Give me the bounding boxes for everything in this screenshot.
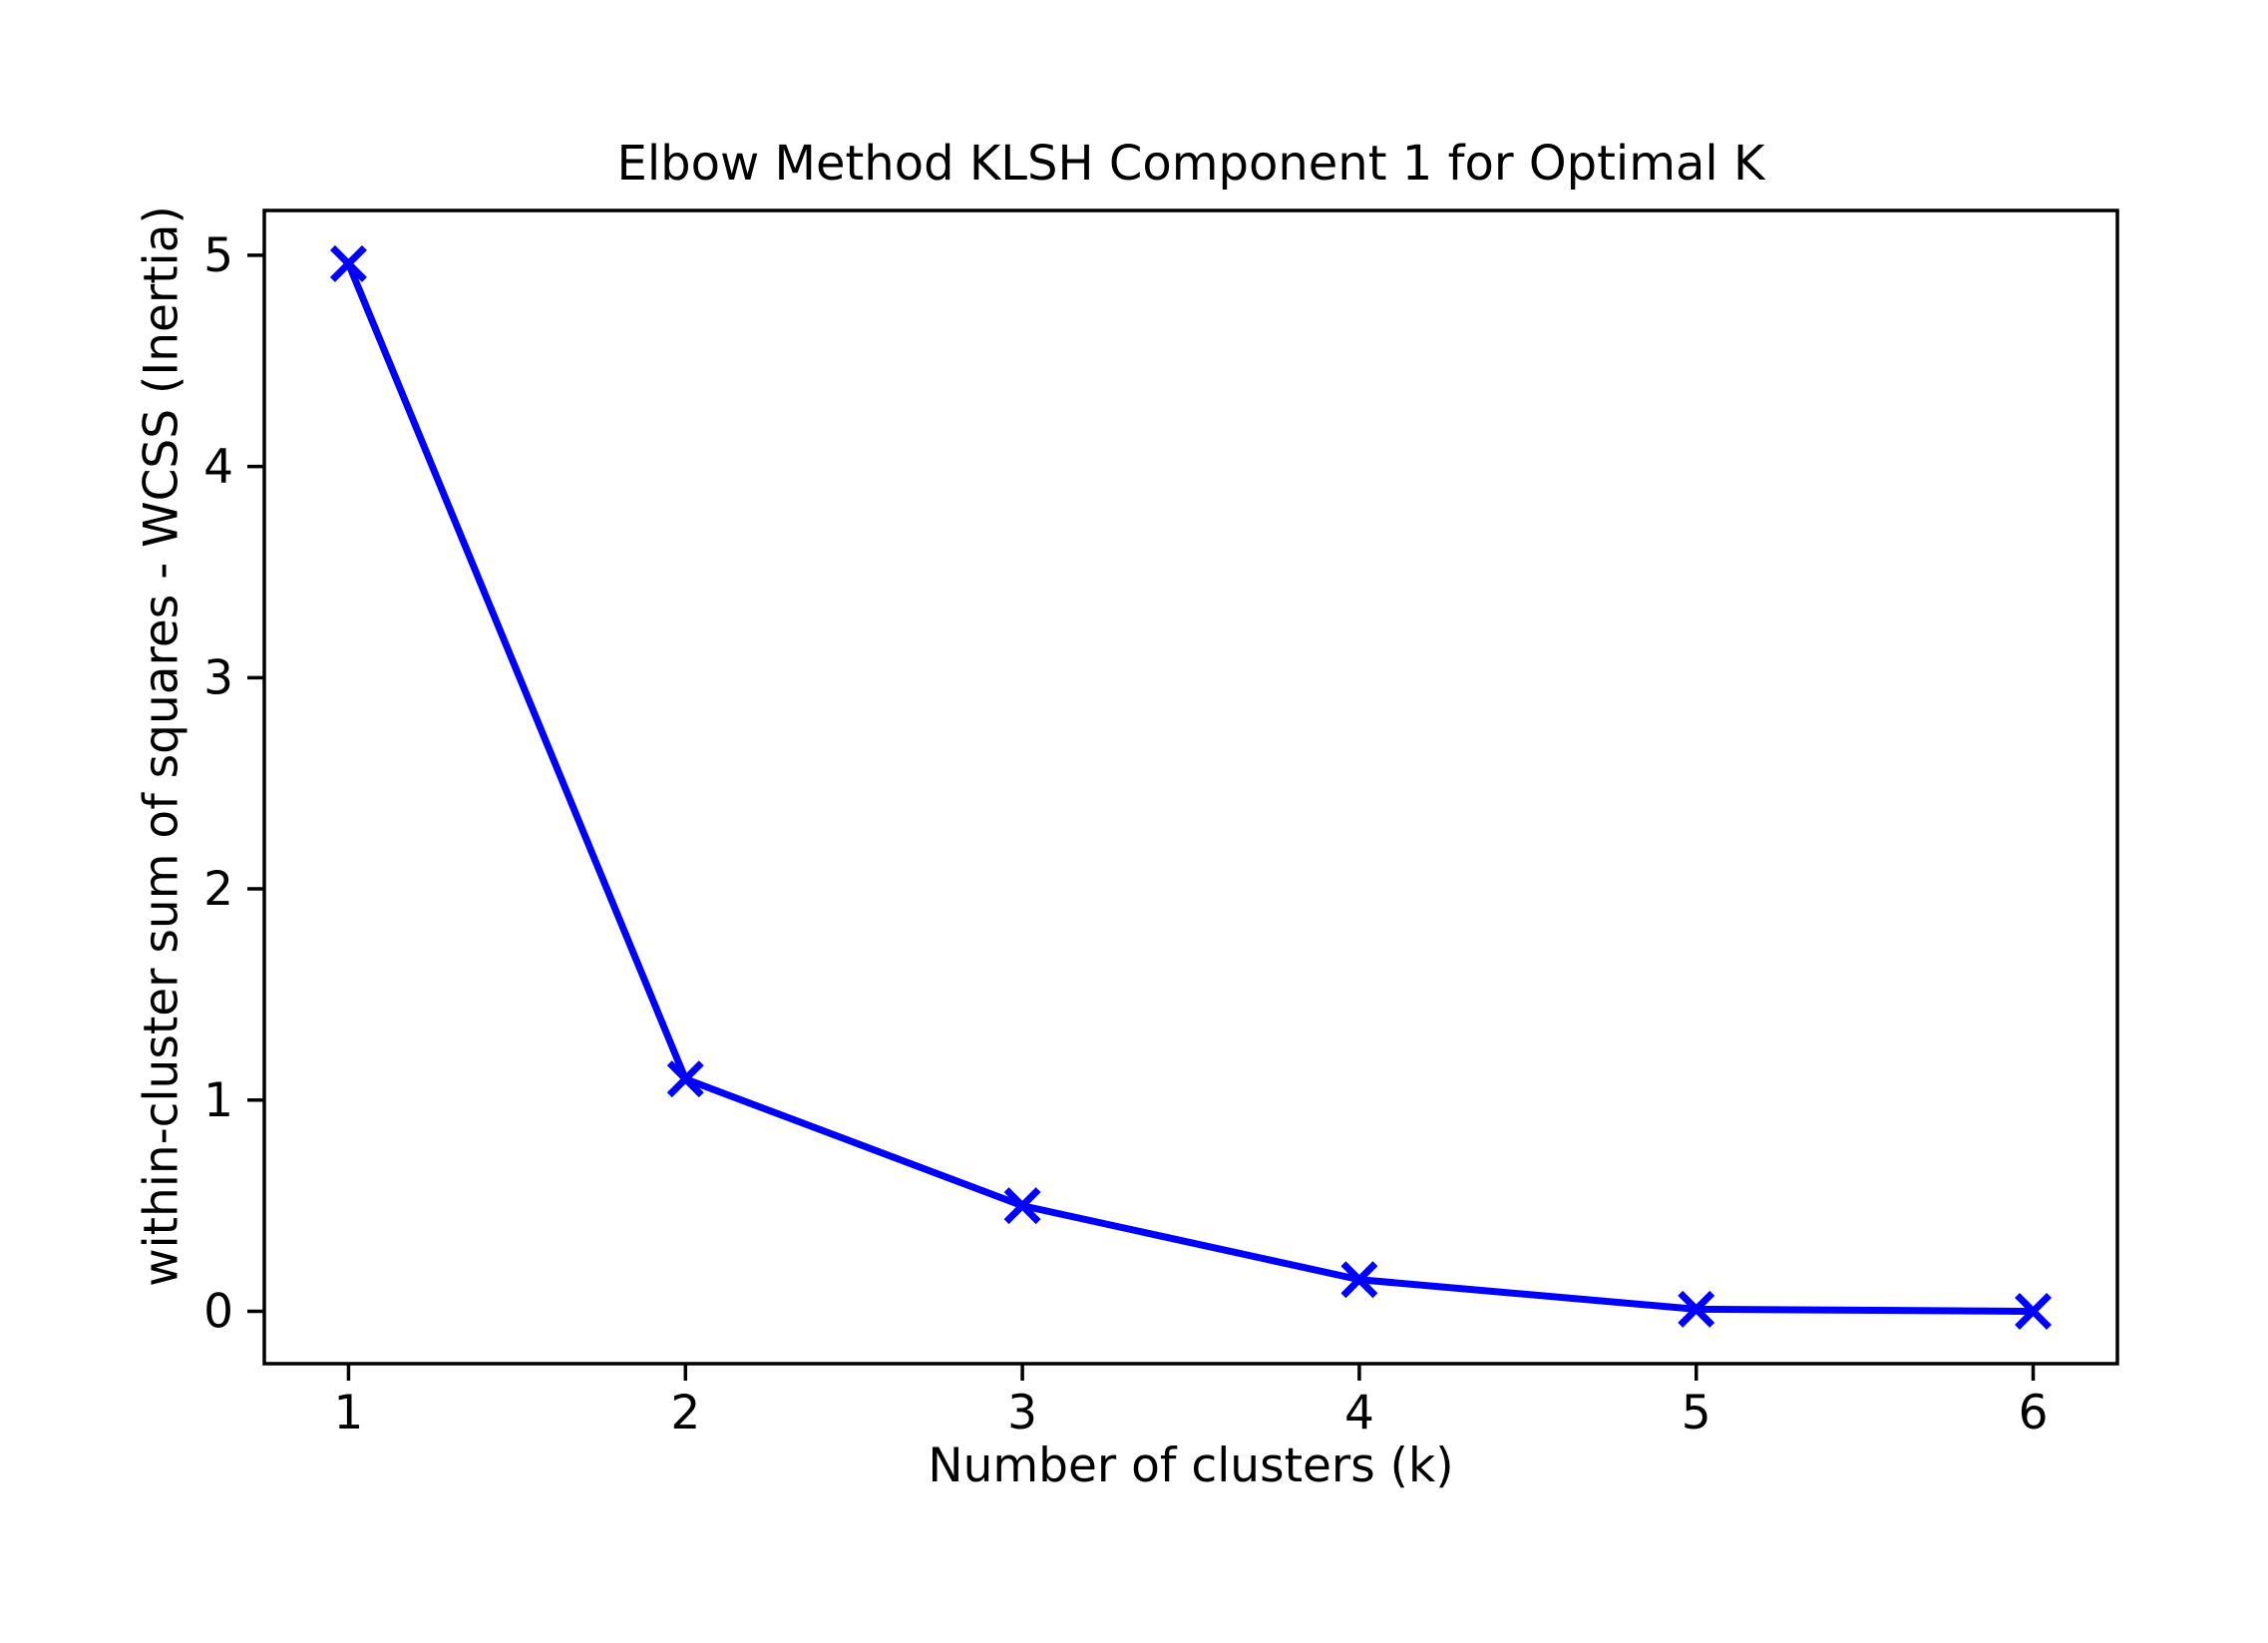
- y-tick-label: 2: [203, 862, 233, 917]
- y-tick-label: 0: [203, 1284, 233, 1339]
- y-tick-label: 1: [203, 1073, 233, 1128]
- y-tick-label: 4: [203, 440, 233, 495]
- y-axis-label: within-cluster sum of squares - WCSS (In…: [134, 205, 189, 1287]
- y-tick-label: 5: [203, 228, 233, 283]
- series-line: [344, 259, 2038, 1315]
- data-point-marker: [1678, 1290, 1715, 1328]
- x-tick-label: 2: [670, 1386, 700, 1440]
- x-tick-label: 6: [2019, 1386, 2049, 1440]
- x-tick-label: 3: [1007, 1386, 1037, 1440]
- x-tick-label: 5: [1682, 1386, 1711, 1440]
- plot-frame: [262, 208, 2119, 1366]
- data-point-marker: [666, 1060, 704, 1098]
- data-point-marker: [2015, 1293, 2053, 1330]
- data-point-marker: [1340, 1261, 1378, 1299]
- y-tick-label: 3: [203, 650, 233, 705]
- x-axis-label: Number of clusters (k): [928, 1438, 1454, 1493]
- chart-title: Elbow Method KLSH Component 1 for Optima…: [616, 136, 1765, 192]
- data-point-marker: [1003, 1187, 1041, 1225]
- data-point-marker: [329, 244, 367, 282]
- x-tick-label: 1: [334, 1386, 364, 1440]
- x-tick-label: 4: [1344, 1386, 1374, 1440]
